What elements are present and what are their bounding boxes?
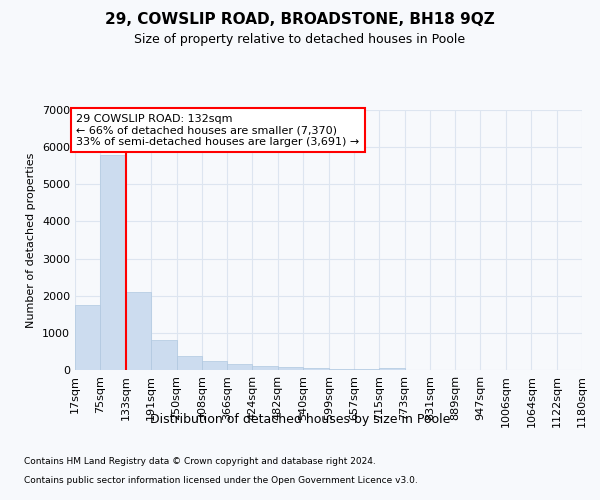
Text: Size of property relative to detached houses in Poole: Size of property relative to detached ho…: [134, 32, 466, 46]
Text: Contains HM Land Registry data © Crown copyright and database right 2024.: Contains HM Land Registry data © Crown c…: [24, 458, 376, 466]
Bar: [379, 368, 404, 370]
Bar: [329, 369, 354, 370]
Bar: [202, 362, 227, 370]
Bar: [227, 364, 253, 370]
Bar: [151, 340, 176, 370]
Bar: [125, 292, 151, 370]
Y-axis label: Number of detached properties: Number of detached properties: [26, 152, 37, 328]
Text: 29 COWSLIP ROAD: 132sqm
← 66% of detached houses are smaller (7,370)
33% of semi: 29 COWSLIP ROAD: 132sqm ← 66% of detache…: [76, 114, 359, 147]
Text: Distribution of detached houses by size in Poole: Distribution of detached houses by size …: [150, 412, 450, 426]
Bar: [303, 368, 329, 370]
Text: Contains public sector information licensed under the Open Government Licence v3: Contains public sector information licen…: [24, 476, 418, 485]
Text: 29, COWSLIP ROAD, BROADSTONE, BH18 9QZ: 29, COWSLIP ROAD, BROADSTONE, BH18 9QZ: [105, 12, 495, 28]
Bar: [176, 356, 202, 370]
Bar: [75, 304, 100, 370]
Bar: [278, 368, 303, 370]
Bar: [253, 366, 278, 370]
Bar: [100, 156, 125, 370]
